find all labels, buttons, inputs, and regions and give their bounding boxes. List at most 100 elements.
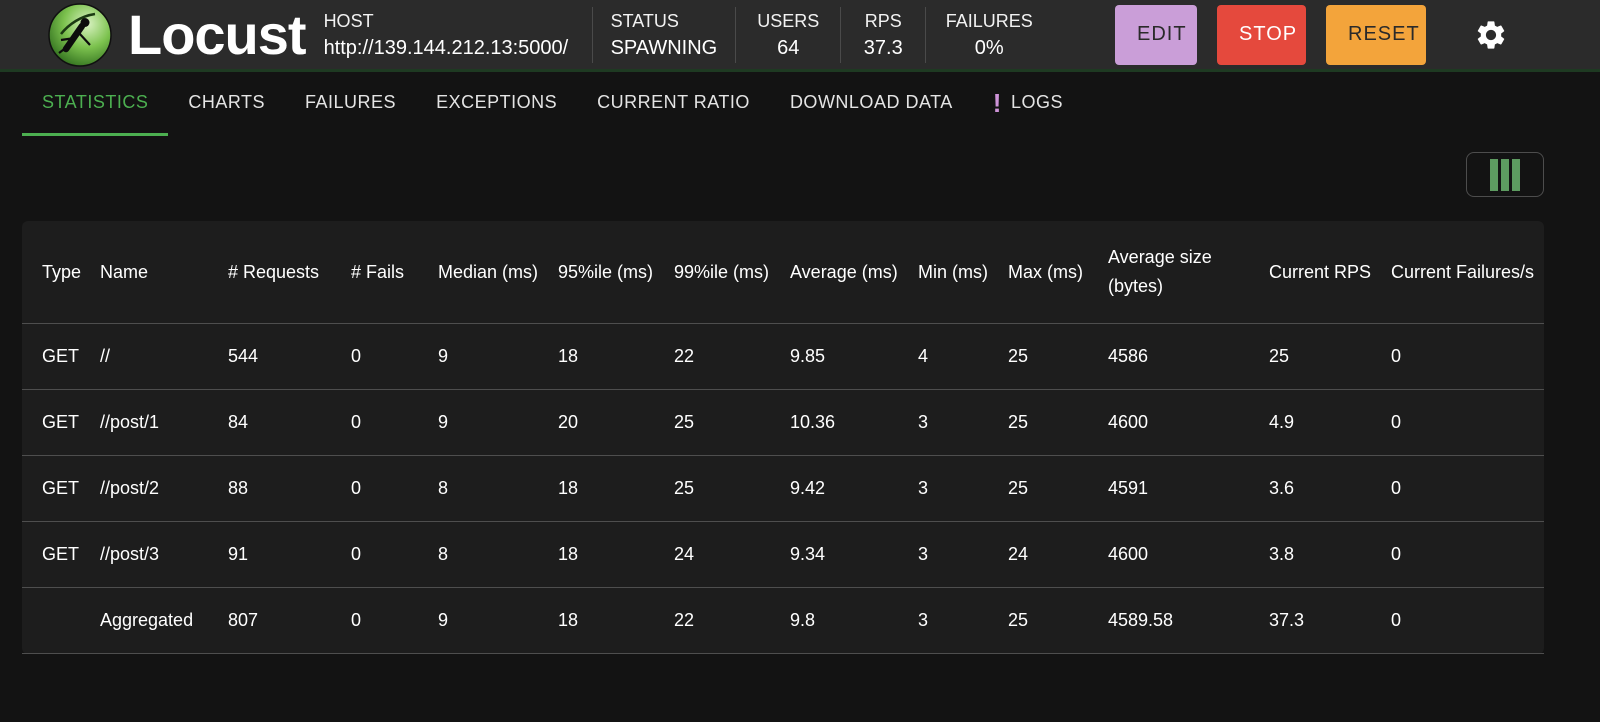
tab-exceptions[interactable]: EXCEPTIONS (416, 72, 577, 136)
columns-icon (1490, 158, 1520, 191)
table-cell: 4591 (1108, 478, 1149, 498)
column-header[interactable]: Max (ms) (1008, 261, 1083, 282)
table-cell: 8 (438, 544, 449, 564)
failures-percent: 0% (974, 36, 1004, 59)
tab-label: CHARTS (188, 92, 266, 112)
table-cell: 0 (1391, 610, 1402, 630)
tab-failures[interactable]: FAILURES (285, 72, 416, 136)
table-cell: 37.3 (1269, 610, 1305, 630)
table-cell: 0 (351, 610, 362, 630)
table-cell: 0 (351, 544, 362, 564)
tab-label: DOWNLOAD DATA (789, 92, 953, 112)
table-cell: 3 (918, 478, 929, 498)
table-cell: 4600 (1108, 544, 1149, 564)
table-cell: 4.9 (1269, 412, 1295, 432)
table-header-row: Type Name # Requests # Fails Median (ms) 95%i… (22, 221, 1544, 324)
table-cell: 25 (1008, 478, 1029, 498)
header-actions: EDIT STOP RESET (1115, 4, 1426, 65)
table-cell: 25 (1008, 346, 1029, 366)
column-header[interactable]: Type (42, 261, 82, 282)
column-header[interactable]: # Fails (351, 261, 405, 282)
table-cell: 84 (228, 412, 249, 432)
table-cell: 0 (1391, 544, 1402, 564)
tab-bar: STATISTICS CHARTS FAILURES EXCEPTIONS CURREN… (0, 72, 1600, 136)
table-cell: 4 (918, 346, 929, 366)
table-cell: GET (42, 412, 80, 432)
divider (840, 6, 842, 63)
divider (735, 6, 737, 63)
table-cell: 20 (558, 412, 579, 432)
users-block: USERS 64 (754, 8, 822, 62)
tab-label: FAILURES (305, 92, 397, 112)
table-cell: 3.6 (1269, 478, 1295, 498)
tab-label: EXCEPTIONS (436, 92, 558, 112)
column-header[interactable]: Average (ms) (790, 261, 898, 282)
column-header[interactable]: Current RPS (1269, 261, 1372, 282)
app-title: Locust (128, 2, 307, 66)
table-cell: 4600 (1108, 412, 1149, 432)
notification-badge: ! (992, 87, 1002, 118)
users-count: 64 (777, 36, 800, 59)
table-row: Aggregated 807 0 9 18 22 9.8 3 25 4589.58 37.3 0 (22, 587, 1544, 654)
table-cell: 8 (438, 478, 449, 498)
table-cell: 25 (1008, 610, 1029, 630)
tab-label: LOGS (1010, 92, 1063, 112)
table-cell: 3 (918, 544, 929, 564)
table-cell: GET (42, 346, 80, 366)
table-cell: 0 (1391, 412, 1402, 432)
table-cell: 25 (1008, 412, 1029, 432)
table-cell: 18 (558, 544, 579, 564)
failures-block: FAILURES 0% (944, 8, 1034, 62)
table-cell: 10.36 (790, 412, 836, 432)
column-header[interactable]: 95%ile (ms) (558, 261, 654, 282)
status-label: STATUS (610, 10, 679, 31)
column-header[interactable]: Median (ms) (438, 261, 539, 282)
host-value: http://139.144.212.13:5000/ (323, 36, 569, 59)
table-cell: // (100, 346, 111, 366)
table-cell: 3 (918, 610, 929, 630)
column-header[interactable]: Current Failures/s (1391, 261, 1535, 282)
tab-statistics[interactable]: STATISTICS (22, 72, 169, 136)
table-row: GET // 544 0 9 18 22 9.85 4 25 4586 25 0 (22, 323, 1544, 390)
tab-download-data[interactable]: DOWNLOAD DATA (770, 72, 973, 136)
table-cell: //post/2 (100, 478, 160, 498)
column-selector-button[interactable] (1466, 152, 1544, 197)
table-cell: 24 (674, 544, 695, 564)
table-cell: 91 (228, 544, 249, 564)
column-header[interactable]: 99%ile (ms) (674, 261, 770, 282)
table-cell: 25 (1269, 346, 1290, 366)
table-cell: 9.85 (790, 346, 826, 366)
table-cell: 3 (918, 412, 929, 432)
table-cell: 18 (558, 346, 579, 366)
statistics-table: Type Name # Requests # Fails Median (ms) 95%i… (22, 221, 1544, 654)
divider (925, 6, 927, 63)
table-cell: 9.8 (790, 610, 816, 630)
failures-label: FAILURES (945, 10, 1033, 31)
table-toolbar (0, 136, 1600, 221)
table-cell: 544 (228, 346, 259, 366)
column-header[interactable]: # Requests (228, 261, 320, 282)
column-header[interactable]: Average size (bytes) (1108, 247, 1212, 296)
stop-button[interactable]: STOP (1217, 4, 1306, 65)
locust-logo-icon (48, 2, 112, 67)
table-cell: 0 (1391, 478, 1402, 498)
table-row: GET //post/2 88 0 8 18 25 9.42 3 25 4591 3.6 0 (22, 455, 1544, 522)
reset-button[interactable]: RESET (1326, 4, 1426, 65)
tab-current-ratio[interactable]: CURRENT RATIO (577, 72, 770, 136)
tab-charts[interactable]: CHARTS (168, 72, 285, 136)
table-cell: 22 (674, 346, 695, 366)
divider (591, 6, 593, 63)
table-cell: 88 (228, 478, 249, 498)
table-cell: 3.8 (1269, 544, 1295, 564)
column-header[interactable]: Min (ms) (918, 261, 988, 282)
rps-block: RPS 37.3 (859, 8, 907, 62)
tab-logs[interactable]: ! LOGS (973, 72, 1083, 136)
table-cell: 25 (674, 412, 695, 432)
table-cell: 807 (228, 610, 259, 630)
tab-label: CURRENT RATIO (597, 92, 750, 112)
settings-gear-icon[interactable] (1474, 18, 1508, 52)
column-header[interactable]: Name (100, 261, 149, 282)
app-header: Locust HOST http://139.144.212.13:5000/ … (0, 0, 1600, 72)
edit-button[interactable]: EDIT (1115, 4, 1197, 65)
table-cell: GET (42, 544, 80, 564)
